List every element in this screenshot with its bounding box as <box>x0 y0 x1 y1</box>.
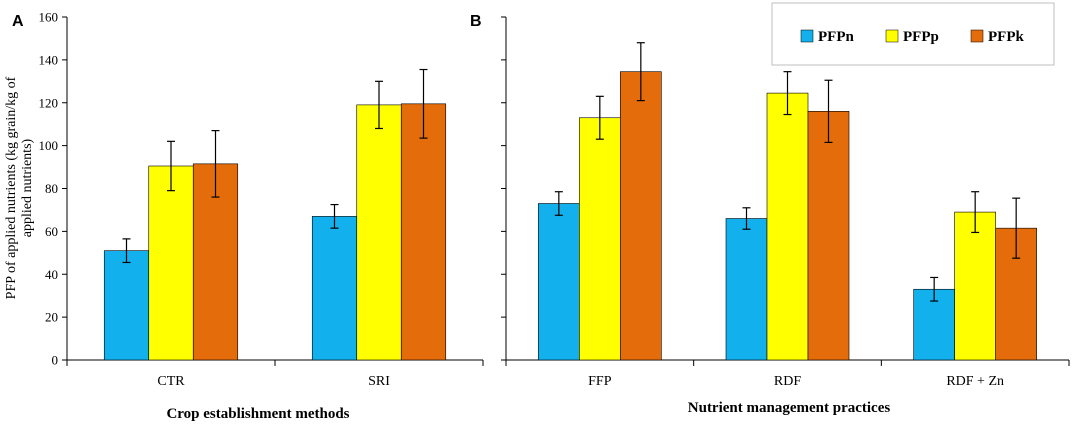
panel-b-bar-pfpk-ffp <box>620 71 662 361</box>
panel-a-y-tick-label-160: 160 <box>39 10 59 25</box>
panel-a-error-bar-pfpp-sri <box>375 80 383 130</box>
panel-a-error-bar-pfpn-ctr <box>122 238 131 264</box>
panel-b-error-bar-pfpk-rdf <box>824 79 833 144</box>
legend-label-pfpk: PFPk <box>988 29 1024 45</box>
panel-b-bar-pfpp-ffp <box>579 117 621 361</box>
panel-b-error-bar-pfpp-rdf <box>783 71 792 116</box>
legend: PFPn PFPp PFPk <box>771 2 1055 66</box>
panel-a-y-tick-label-80: 80 <box>45 181 58 196</box>
x-axis-title-b: Nutrient management practices <box>688 400 891 416</box>
legend-label-pfpp: PFPp <box>903 29 939 45</box>
y-axis-title-line-2: applied nutrients) <box>20 138 35 237</box>
panel-label-a: A <box>12 13 24 30</box>
panel-b-bar-pfpp-rdf-zn <box>954 211 996 361</box>
panel-a-error-bar-pfpk-ctr <box>211 130 220 198</box>
panel-b-bar-pfpn-ffp <box>538 203 580 361</box>
legend-swatch-pfpk <box>970 29 984 43</box>
chart-panel-b: FFP RDF RDF + Zn <box>501 16 1070 389</box>
panel-a-bar-pfpn-sri <box>311 216 358 361</box>
panel-a-error-bar-pfpk-sri <box>419 68 428 139</box>
panel-b-error-bar-pfpp-rdf-zn <box>971 191 980 234</box>
legend-label-pfpn: PFPn <box>818 29 854 45</box>
panel-b-error-bar-pfpp-ffp <box>595 95 604 140</box>
x-axis-title-a: Crop establishment methods <box>166 406 349 422</box>
panel-a-error-bar-pfpp-ctr <box>167 140 175 192</box>
panel-b-bar-pfpp-rdf <box>766 92 809 361</box>
panel-b-category-label-rdf: RDF <box>774 374 801 389</box>
panel-b-category-label-rdf-zn: RDF + Zn <box>946 374 1004 389</box>
panel-b-error-bar-pfpk-ffp <box>636 42 645 102</box>
panel-a-bar-pfpk-sri <box>400 103 447 361</box>
panel-a-y-tick-label-40: 40 <box>45 267 58 282</box>
panel-a-bar-pfpp-ctr <box>148 165 194 361</box>
panel-a-y-tick-label-20: 20 <box>45 310 58 325</box>
legend-swatch-pfpn <box>800 29 814 43</box>
panel-b-error-bar-pfpn-rdf-zn <box>930 276 939 302</box>
legend-box <box>771 2 1055 66</box>
panel-a-error-bar-pfpn-sri <box>330 203 339 229</box>
panel-b-error-bar-pfpk-rdf-zn <box>1012 197 1021 259</box>
panel-a-category-label-ctr: CTR <box>157 374 185 389</box>
panel-a-y-tick-label-60: 60 <box>45 224 58 239</box>
panel-a-y-tick-label-100: 100 <box>39 138 59 153</box>
panel-b-bar-pfpn-rdf <box>725 218 768 361</box>
y-axis-title-line-1: PFP of applied nutrients (kg grain/kg of <box>4 76 19 299</box>
panel-a-category-label-sri: SRI <box>368 374 390 389</box>
panel-a-bar-pfpp-sri <box>356 104 402 361</box>
panel-b-category-label-ffp: FFP <box>588 374 612 389</box>
legend-swatch-pfpp <box>885 29 899 43</box>
chart-panel-a: 0 20 40 60 80 100 120 140 160 CTR SRI <box>39 10 484 389</box>
panel-b-error-bar-pfpn-ffp <box>554 191 563 216</box>
panel-b-error-bar-pfpn-rdf <box>742 207 751 230</box>
panel-a-y-tick-label-140: 140 <box>39 52 59 67</box>
panel-a-y-tick-label-120: 120 <box>39 95 59 110</box>
panel-b-bar-pfpk-rdf <box>807 111 850 361</box>
panel-label-b: B <box>470 13 482 30</box>
panel-a-y-tick-label-0: 0 <box>52 353 59 368</box>
panel-a-bar-pfpn-ctr <box>103 250 150 361</box>
